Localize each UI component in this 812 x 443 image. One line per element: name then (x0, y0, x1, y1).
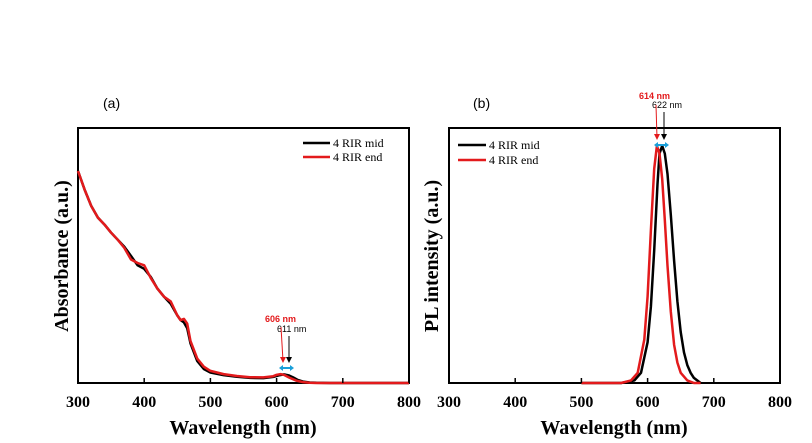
x-tick-label-300: 300 (66, 394, 90, 411)
panel-a-label: (a) (103, 95, 120, 111)
annotation-622-arrowhead (661, 134, 667, 140)
series-line-4-rir-mid (76, 170, 409, 385)
legend-label-4-rir-end: 4 RIR end (333, 150, 382, 164)
panel-a-xticks: 300 400 500 600 700 800 (66, 378, 421, 411)
x-tick-label-500: 500 (569, 394, 593, 411)
annotation-614-arrow (655, 104, 658, 139)
series-line-4-rir-end (581, 144, 701, 385)
annotation-606-arrow (280, 326, 284, 362)
shift-arrowhead-left (654, 142, 658, 148)
annotation-611-arrowhead (286, 357, 292, 363)
panel-b-legend: 4 RIR mid 4 RIR end (458, 138, 540, 167)
shift-arrowhead-right (290, 365, 294, 371)
panel-b-y-axis-label: PL intensity (a.u.) (421, 180, 443, 332)
panel-b-label: (b) (473, 95, 490, 111)
annotation-622nm: 622 nm (652, 100, 682, 110)
panel-b-peak-annotation: 614 nm 622 nm (639, 91, 682, 148)
x-tick-label-800: 800 (397, 394, 421, 411)
x-tick-label-400: 400 (132, 394, 156, 411)
annotation-611nm: 611 nm (277, 324, 306, 334)
legend-label-4-rir-mid: 4 RIR mid (333, 136, 384, 150)
x-tick-label-700: 700 (331, 394, 355, 411)
panel-a-legend: 4 RIR mid 4 RIR end (303, 136, 384, 164)
x-tick-label-500: 500 (198, 394, 222, 411)
shift-arrowhead-left (279, 365, 283, 371)
panel-b: (b) 300 400 500 600 700 800 Wavelength (nm) P… (421, 91, 792, 439)
annotation-606-arrowhead (280, 357, 286, 363)
panel-b-plot-area (581, 144, 702, 385)
panel-a-peak-annotation: 606 nm 611 nm (265, 314, 306, 371)
panel-a: (a) 300 400 500 600 700 800 Wavelength (nm) A… (51, 95, 421, 439)
x-tick-label-300: 300 (437, 394, 461, 411)
series-line-4-rir-end (76, 170, 409, 385)
annotation-614-arrowhead (654, 134, 660, 140)
panel-b-x-axis-label: Wavelength (nm) (540, 417, 687, 439)
series-line-4-rir-mid (581, 144, 702, 385)
x-tick-label-600: 600 (636, 394, 660, 411)
shift-arrowhead-right (665, 142, 669, 148)
panel-a-y-axis-label: Absorbance (a.u.) (51, 180, 73, 332)
panel-a-x-axis-label: Wavelength (nm) (169, 417, 316, 439)
annotation-614nm: 614 nm (639, 91, 670, 101)
x-tick-label-800: 800 (768, 394, 792, 411)
x-tick-label-700: 700 (702, 394, 726, 411)
legend-label-4-rir-mid: 4 RIR mid (489, 138, 540, 152)
legend-label-4-rir-end: 4 RIR end (489, 153, 538, 167)
panel-b-xticks: 300 400 500 600 700 800 (437, 378, 792, 411)
x-tick-label-400: 400 (503, 394, 527, 411)
panel-a-frame (77, 127, 410, 384)
panel-a-plot-area (76, 170, 409, 385)
annotation-606nm: 606 nm (265, 314, 296, 324)
x-tick-label-600: 600 (265, 394, 289, 411)
